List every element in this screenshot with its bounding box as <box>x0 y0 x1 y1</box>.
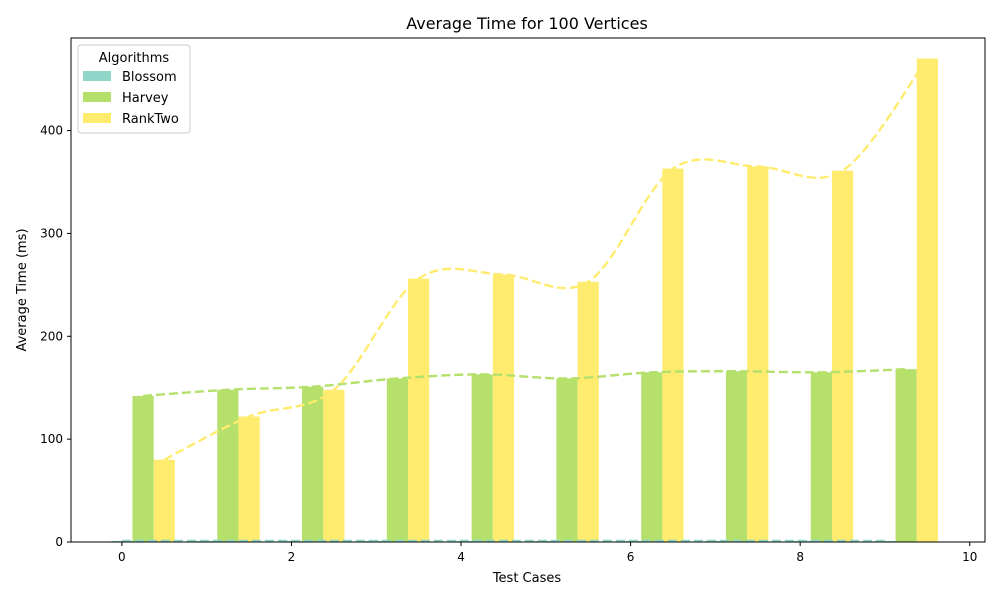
bar-ranktwo-6 <box>662 168 684 542</box>
bar-harvey-4 <box>471 374 493 542</box>
legend-label-harvey: Harvey <box>122 91 169 106</box>
legend-label-blossom: Blossom <box>122 70 177 85</box>
x-tick-label-6: 6 <box>627 550 635 564</box>
bars-layer <box>111 58 938 542</box>
bar-ranktwo-8 <box>831 170 854 542</box>
plot-frame <box>70 37 986 543</box>
legend-swatch-blossom <box>83 71 111 81</box>
bar-harvey-1 <box>217 389 239 542</box>
y-tick-label-400: 400 <box>40 124 63 138</box>
bar-harvey-6 <box>641 372 663 542</box>
bar-blossom-9 <box>874 540 896 542</box>
x-tick-label-10: 10 <box>962 550 977 564</box>
bar-ranktwo-7 <box>747 166 769 542</box>
bar-harvey-7 <box>725 371 748 542</box>
bar-harvey-8 <box>810 372 832 542</box>
y-tick-label-300: 300 <box>40 226 63 240</box>
bar-harvey-2 <box>302 386 324 542</box>
y-axis-label: Average Time (ms) <box>15 228 30 351</box>
plot-area <box>70 37 986 543</box>
legend-swatch-harvey <box>83 92 111 102</box>
legend: Algorithms Blossom Harvey RankTwo <box>77 44 191 134</box>
bar-ranktwo-2 <box>323 389 345 542</box>
bar-ranktwo-4 <box>492 274 515 542</box>
x-tick-label-2: 2 <box>288 550 296 564</box>
bar-harvey-5 <box>556 378 578 542</box>
bar-harvey-3 <box>386 378 409 542</box>
bar-ranktwo-3 <box>408 278 430 542</box>
x-tick-label-8: 8 <box>796 550 804 564</box>
legend-swatch-ranktwo <box>83 113 111 123</box>
legend-items: Blossom Harvey RankTwo <box>83 70 179 127</box>
legend-box <box>77 44 191 134</box>
bar-harvey-9 <box>895 369 917 542</box>
trend-line-ranktwo <box>163 57 929 461</box>
trend-lines-layer <box>121 57 929 543</box>
chart-title: Average Time for 100 Vertices <box>406 14 648 33</box>
bar-ranktwo-0 <box>153 459 175 542</box>
legend-title: Algorithms <box>99 51 170 66</box>
legend-label-ranktwo: RankTwo <box>122 112 179 127</box>
y-axis: 0 100 200 300 400 <box>40 124 71 549</box>
y-tick-label-0: 0 <box>55 535 63 549</box>
x-tick-label-0: 0 <box>118 550 126 564</box>
bar-ranktwo-9 <box>916 58 938 542</box>
y-tick-label-200: 200 <box>40 329 63 343</box>
bar-blossom-0 <box>111 540 133 542</box>
bar-ranktwo-1 <box>238 416 260 542</box>
bar-ranktwo-5 <box>577 281 599 542</box>
y-tick-label-100: 100 <box>40 432 63 446</box>
x-axis-label: Test Cases <box>492 571 562 586</box>
x-tick-label-4: 4 <box>457 550 465 564</box>
x-axis: 0 2 4 6 8 10 <box>118 542 977 564</box>
trend-line-harvey <box>142 368 907 398</box>
bar-harvey-0 <box>132 395 154 542</box>
